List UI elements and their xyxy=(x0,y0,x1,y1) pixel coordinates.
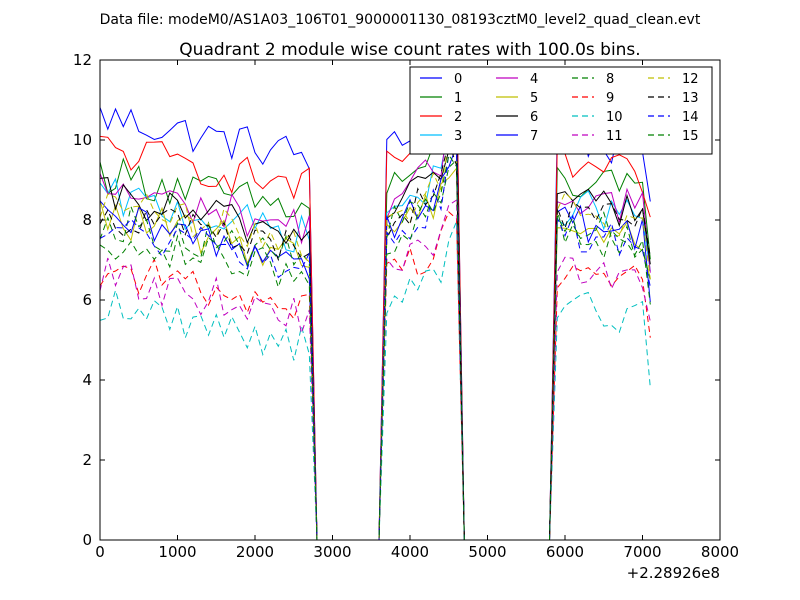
y-tick-label: 2 xyxy=(82,451,92,469)
chart-title: Quadrant 2 module wise count rates with … xyxy=(179,40,640,60)
series-line-6 xyxy=(99,114,651,541)
x-tick-label: 0 xyxy=(95,543,105,561)
y-tick-label: 0 xyxy=(82,531,92,549)
legend-label-5: 5 xyxy=(530,91,538,106)
legend-label-11: 11 xyxy=(606,129,623,144)
legend-frame xyxy=(409,66,713,155)
series-line-13 xyxy=(99,140,651,541)
legend-label-14: 14 xyxy=(682,110,699,125)
legend-label-8: 8 xyxy=(606,72,614,87)
series-line-1 xyxy=(99,110,651,541)
y-tick-label: 12 xyxy=(73,51,92,69)
legend-label-9: 9 xyxy=(606,91,614,106)
x-tick-label: 1000 xyxy=(158,543,196,561)
series-line-14 xyxy=(99,151,651,541)
x-tick-label: 6000 xyxy=(546,543,584,561)
legend-label-2: 2 xyxy=(454,110,462,125)
legend-label-3: 3 xyxy=(454,129,462,144)
legend-label-1: 1 xyxy=(454,91,462,106)
series-line-5 xyxy=(99,166,651,541)
y-tick-label: 4 xyxy=(82,371,92,389)
series-line-12 xyxy=(99,140,651,541)
figure-suptitle: Data file: modeM0/AS1A03_106T01_90000011… xyxy=(100,12,701,28)
x-tick-label: 2000 xyxy=(236,543,274,561)
legend-label-0: 0 xyxy=(454,72,462,87)
legend-label-12: 12 xyxy=(682,72,699,87)
x-tick-label: 4000 xyxy=(391,543,429,561)
x-tick-label: 5000 xyxy=(468,543,506,561)
legend-label-7: 7 xyxy=(530,129,538,144)
legend-label-10: 10 xyxy=(606,110,623,125)
x-tick-label: 8000 xyxy=(701,543,739,561)
y-tick-label: 10 xyxy=(73,131,92,149)
y-tick-label: 8 xyxy=(82,211,92,229)
series-line-10 xyxy=(99,221,651,541)
legend-label-15: 15 xyxy=(682,129,699,144)
series-line-11 xyxy=(99,199,651,541)
x-offset-label: +2.28926e8 xyxy=(627,564,720,582)
series-line-9 xyxy=(99,211,651,541)
legend-label-6: 6 xyxy=(530,110,538,125)
x-tick-label: 7000 xyxy=(623,543,661,561)
x-tick-label: 3000 xyxy=(313,543,351,561)
legend-label-13: 13 xyxy=(682,91,699,106)
y-tick-label: 6 xyxy=(82,291,92,309)
legend-label-4: 4 xyxy=(530,72,538,87)
axis-ticks: 0 1000 2000 3000 4000 5000 6000 7000 80000246810… xyxy=(73,51,739,561)
series-line-4 xyxy=(99,111,651,541)
